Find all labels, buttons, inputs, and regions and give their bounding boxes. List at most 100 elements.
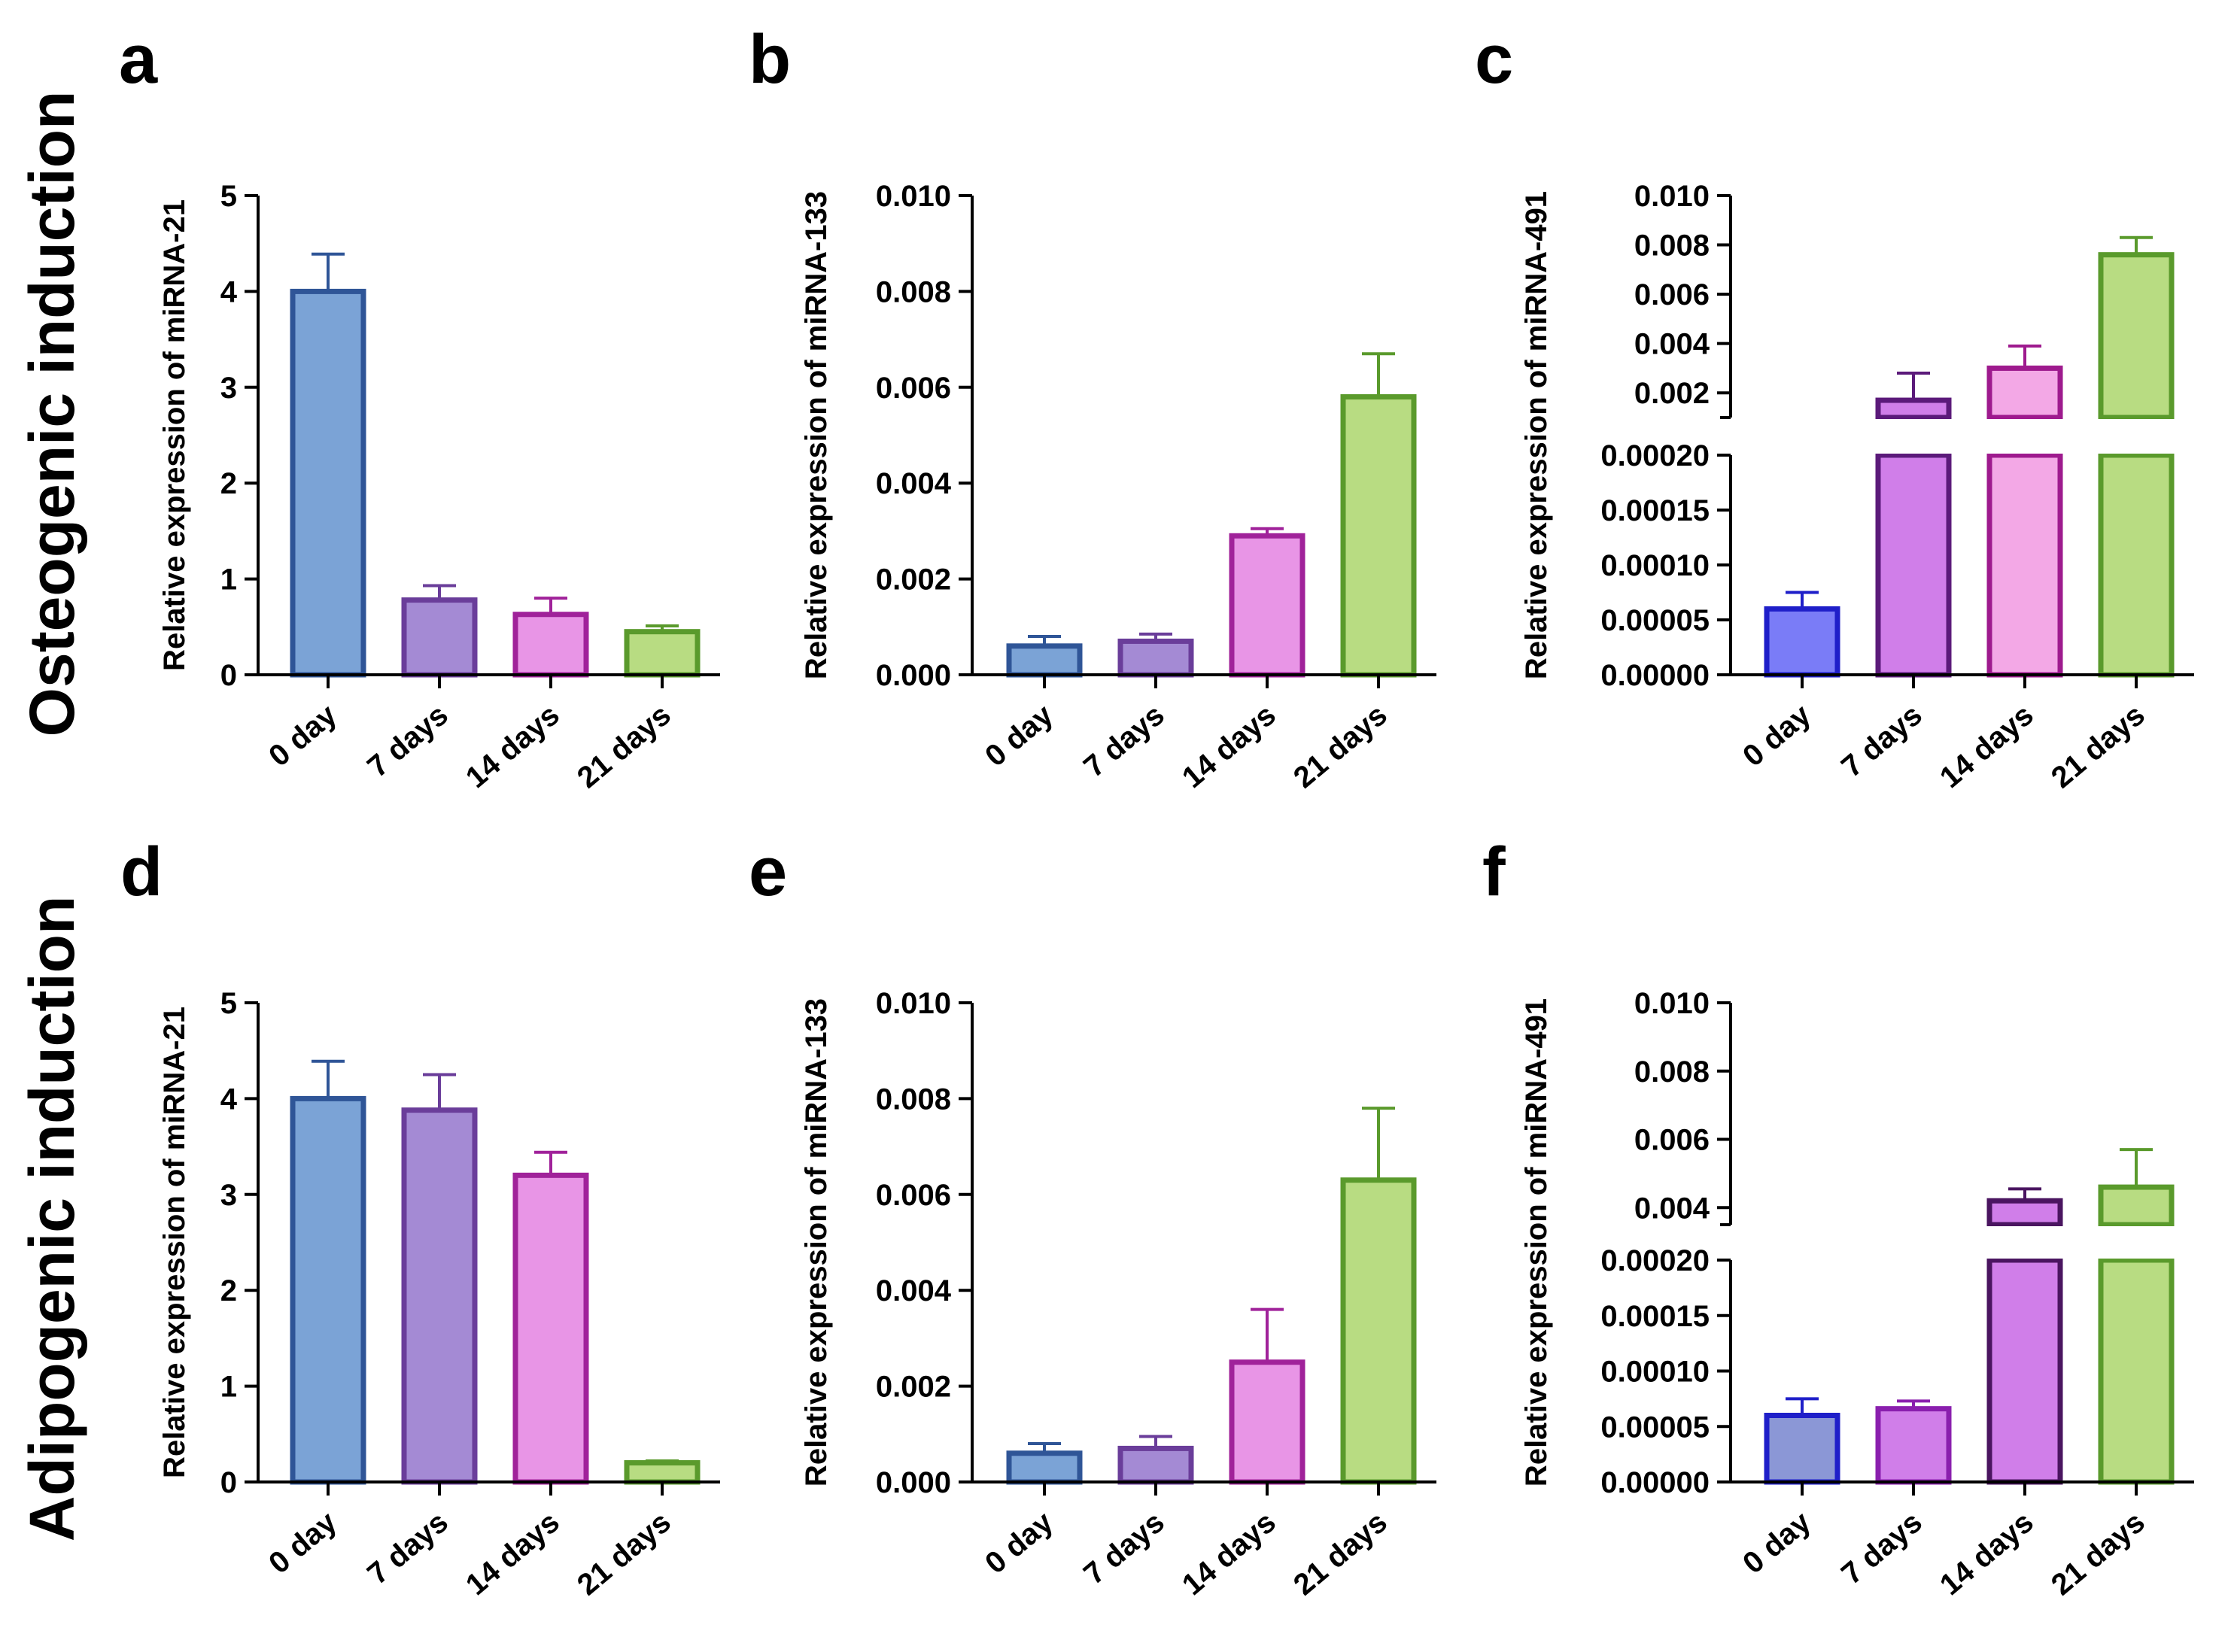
panel-d-x-tick-label-0: 0 day [263,1505,343,1581]
panel-f-y-tick-label-upper-3: 0.010 [1634,987,1710,1020]
panel-c-bar-upper-2 [1986,365,2063,421]
panel-c-bar-lower-1 [1875,452,1952,678]
panel-d-x-tick-label-3: 21 days [571,1505,677,1602]
row-title-osteogenic: Osteogenic induction [17,91,87,737]
panel-e-bar-0 [1006,1450,1083,1485]
panel-c-bar-gap-3 [2096,419,2176,454]
panel-c-x-tick-label-0: 0 day [1737,698,1817,773]
panel-c-bar-upper-1 [1875,397,1952,421]
panel-letter-d: d [120,834,163,910]
panel-c-y-tick-label-lower-0: 0.00000 [1600,659,1710,692]
panel-c-y-tick-label-upper-3: 0.008 [1634,229,1710,263]
panel-c-bar-upper-3 [2098,252,2175,421]
panel-f-bar-1 [1875,1406,1952,1485]
panel-letter-f: f [1482,834,1506,910]
panel-f-bar-upper-2 [1986,1198,2063,1228]
panel-b-x-tick-label-0: 0 day [979,698,1059,773]
panel-c-y-tick-label-upper-2: 0.006 [1634,278,1710,311]
panel-f-y-tick-label-lower-1: 0.00005 [1600,1411,1710,1444]
panel-a-y-tick-label-1: 1 [220,563,237,597]
panel-a-bar-2 [512,612,589,678]
panel-a-y-tick-label-4: 4 [220,275,238,308]
panel-e-x-tick-label-3: 21 days [1287,1505,1394,1602]
panel-f-bar-gap-2 [1985,1226,2065,1259]
panel-c-x-tick-label-3: 21 days [2045,698,2151,794]
panel-f-chart: Relative expression of miRNA-491 0 day 7 d… [1520,987,2194,1602]
panel-d-y-tick-label-2: 2 [220,1274,237,1307]
panel-b-bar-3 [1340,394,1417,678]
panel-a-x-tick-label-0: 0 day [263,698,343,773]
panel-f-y-tick-label-lower-3: 0.00015 [1600,1300,1710,1333]
panel-e-y-tick-label-4: 0.008 [876,1083,951,1116]
panel-d-bar-1 [401,1107,478,1485]
panel-b-chart: Relative expression of miRNA-133 0 day 7 d… [800,180,1436,794]
panel-c-bar-lower-2 [1986,452,2063,678]
panel-e-bar-1 [1117,1445,1194,1485]
panel-b-y-tick-label-3: 0.006 [876,372,951,405]
row-title-adipogenic: Adipogenic induction [17,896,87,1542]
panel-b-x-tick-label-1: 7 days [1078,698,1171,784]
panel-f-bar-upper-3 [2098,1184,2175,1228]
panel-letter-c: c [1475,21,1513,98]
panel-c-y-tick-label-lower-4: 0.00020 [1600,439,1710,472]
panel-c-y-tick-label-upper-0: 0.002 [1634,377,1710,410]
panel-e-y-tick-label-3: 0.006 [876,1179,951,1212]
panel-e-bar-3 [1340,1177,1417,1485]
panel-f-x-tick-label-3: 21 days [2045,1505,2151,1602]
panel-a-bar-0 [290,288,366,678]
panel-f-y-tick-label-upper-1: 0.006 [1634,1124,1710,1157]
panel-c-y-tick-label-lower-3: 0.00015 [1600,494,1710,527]
panel-e-bar-2 [1229,1359,1305,1485]
panel-b-y-tick-label-4: 0.008 [876,275,951,308]
panel-e-y-axis-title: Relative expression of miRNA-133 [800,998,833,1486]
panel-e-y-tick-label-5: 0.010 [876,987,951,1020]
panel-f-bar-0 [1764,1413,1840,1485]
panel-b-bar-2 [1229,533,1305,678]
panel-e-x-tick-label-0: 0 day [979,1505,1059,1581]
panel-e-x-tick-label-1: 7 days [1078,1505,1171,1591]
panel-f-y-tick-label-upper-0: 0.004 [1634,1192,1710,1225]
panel-f-y-tick-label-lower-2: 0.00010 [1600,1356,1710,1389]
panel-a-y-tick-label-0: 0 [220,659,237,692]
panel-d-y-tick-label-1: 1 [220,1371,237,1404]
panel-d-y-tick-label-5: 5 [220,987,237,1020]
panel-d-y-tick-label-0: 0 [220,1466,237,1499]
panel-letter-a: a [119,21,158,98]
panel-b-bar-0 [1006,643,1083,678]
panel-a-bar-1 [401,597,478,678]
panel-a-chart: Relative expression of miRNA-21 0 day 7 da… [158,180,720,794]
panel-e-y-tick-label-1: 0.002 [876,1371,951,1404]
panel-d-bar-0 [290,1095,366,1485]
panel-f-y-tick-label-upper-2: 0.008 [1634,1055,1710,1089]
panel-e-x-tick-label-2: 14 days [1176,1505,1282,1602]
panel-a-x-tick-label-2: 14 days [460,698,566,794]
panel-c-x-tick-label-1: 7 days [1835,698,1929,784]
panel-c-bar-gap-1 [1874,419,1953,454]
panel-c-x-tick-label-2: 14 days [1934,698,2040,794]
panel-f-y-tick-label-lower-0: 0.00000 [1600,1466,1710,1499]
panel-d-x-tick-label-2: 14 days [460,1505,566,1602]
panel-c-y-tick-label-lower-1: 0.00005 [1600,604,1710,637]
panel-a-x-tick-label-3: 21 days [571,698,677,794]
panel-b-bar-1 [1117,638,1194,678]
panel-d-chart: Relative expression of miRNA-21 0 day 7 da… [158,987,720,1602]
panel-f-x-tick-label-1: 7 days [1835,1505,1929,1591]
panel-b-y-tick-label-2: 0.004 [876,467,952,500]
panel-d-y-tick-label-3: 3 [220,1179,237,1212]
panel-c-y-tick-label-lower-2: 0.00010 [1600,549,1710,582]
panel-c-bar-lower-3 [2098,452,2175,678]
panel-f-x-tick-label-2: 14 days [1934,1505,2040,1602]
panel-e-chart: Relative expression of miRNA-133 0 day 7 d… [800,987,1436,1602]
panel-c-chart: Relative expression of miRNA-491 0 day 7 d… [1520,180,2194,794]
panel-f-x-tick-label-0: 0 day [1737,1505,1817,1581]
panel-a-x-tick-label-1: 7 days [361,698,454,784]
panel-a-y-tick-label-2: 2 [220,467,237,500]
panel-b-x-tick-label-3: 21 days [1287,698,1394,794]
panel-letter-b: b [749,21,791,98]
panel-c-bar-0 [1764,606,1840,678]
panel-b-x-tick-label-2: 14 days [1176,698,1282,794]
panel-letter-e: e [749,834,787,910]
panel-a-y-tick-label-3: 3 [220,372,237,405]
panel-c-y-axis-title: Relative expression of miRNA-491 [1520,191,1553,679]
